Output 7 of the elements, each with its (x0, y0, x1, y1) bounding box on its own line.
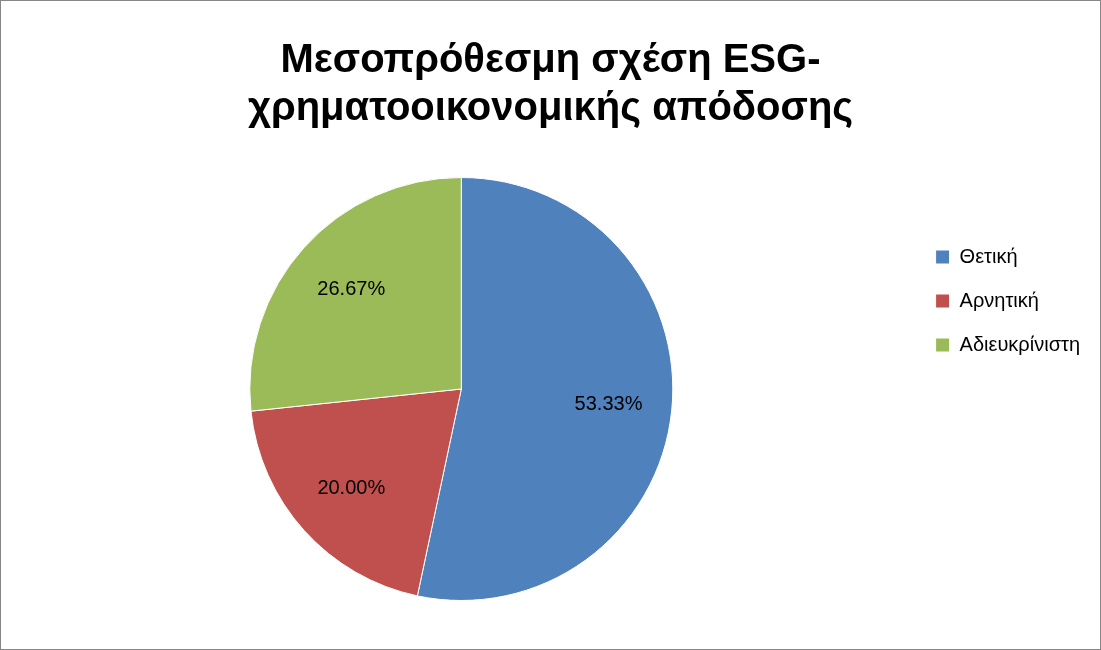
data-label: 20.00% (317, 475, 386, 498)
legend-label: Αδιευκρίνιστη (959, 332, 1081, 355)
data-label: 26.67% (317, 277, 386, 300)
chart-title: Μεσοπρόθεσμη σχέση ESG-χρηματοοικονομικής απόδοσης (247, 36, 854, 130)
data-label: 53.33% (574, 391, 643, 414)
legend-label: Αρνητική (959, 288, 1039, 311)
legend-label: Θετική (959, 244, 1018, 267)
